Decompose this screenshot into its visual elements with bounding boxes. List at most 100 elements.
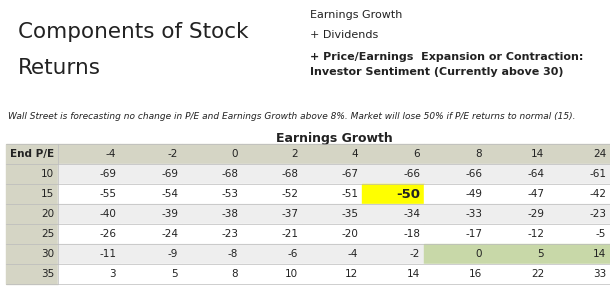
Text: -35: -35 <box>341 209 358 219</box>
Text: Earnings Growth: Earnings Growth <box>310 10 403 20</box>
Bar <box>242 184 302 204</box>
Bar <box>6 184 58 204</box>
Text: -66: -66 <box>403 169 420 179</box>
Text: + Dividends: + Dividends <box>310 30 378 40</box>
Bar <box>362 264 424 284</box>
Text: -37: -37 <box>281 209 298 219</box>
Text: 33: 33 <box>593 269 606 279</box>
Bar <box>362 164 424 184</box>
Bar <box>120 264 182 284</box>
Text: -55: -55 <box>99 189 116 199</box>
Bar <box>548 204 610 224</box>
Text: 3: 3 <box>109 269 116 279</box>
Bar <box>182 204 242 224</box>
Text: -24: -24 <box>161 229 178 239</box>
Bar <box>486 244 548 264</box>
Text: Components of Stock: Components of Stock <box>18 22 248 42</box>
Bar <box>120 164 182 184</box>
Bar <box>424 264 486 284</box>
Text: -17: -17 <box>465 229 482 239</box>
Text: -51: -51 <box>341 189 358 199</box>
Text: Investor Sentiment (Currently above 30): Investor Sentiment (Currently above 30) <box>310 67 564 77</box>
Bar <box>362 184 424 204</box>
Text: 0: 0 <box>232 149 238 159</box>
Bar <box>6 144 58 164</box>
Bar <box>120 244 182 264</box>
Text: 5: 5 <box>537 249 544 259</box>
Text: 30: 30 <box>41 249 54 259</box>
Text: -2: -2 <box>410 249 420 259</box>
Bar <box>242 224 302 244</box>
Text: -18: -18 <box>403 229 420 239</box>
Bar <box>182 244 242 264</box>
Bar <box>424 184 486 204</box>
Text: 16: 16 <box>468 269 482 279</box>
Text: -38: -38 <box>221 209 238 219</box>
Text: -11: -11 <box>99 249 116 259</box>
Bar <box>120 144 182 164</box>
Text: -34: -34 <box>403 209 420 219</box>
Text: -54: -54 <box>161 189 178 199</box>
Text: 22: 22 <box>531 269 544 279</box>
Text: End P/E: End P/E <box>10 149 54 159</box>
Bar <box>424 224 486 244</box>
Text: 14: 14 <box>531 149 544 159</box>
Text: -69: -69 <box>99 169 116 179</box>
Text: 20: 20 <box>41 209 54 219</box>
Text: 35: 35 <box>41 269 54 279</box>
Text: 14: 14 <box>407 269 420 279</box>
Bar <box>548 244 610 264</box>
Bar <box>242 144 302 164</box>
Text: -23: -23 <box>221 229 238 239</box>
Text: -9: -9 <box>168 249 178 259</box>
Text: 12: 12 <box>345 269 358 279</box>
Bar <box>120 204 182 224</box>
Text: -23: -23 <box>589 209 606 219</box>
Text: 10: 10 <box>41 169 54 179</box>
Bar <box>424 164 486 184</box>
Text: 24: 24 <box>593 149 606 159</box>
Text: 8: 8 <box>475 149 482 159</box>
Text: -47: -47 <box>527 189 544 199</box>
Bar <box>120 224 182 244</box>
Text: 14: 14 <box>593 249 606 259</box>
Text: 4: 4 <box>351 149 358 159</box>
Bar <box>58 144 120 164</box>
Bar <box>486 144 548 164</box>
Bar <box>182 184 242 204</box>
Text: -5: -5 <box>595 229 606 239</box>
Text: -40: -40 <box>99 209 116 219</box>
Text: -21: -21 <box>281 229 298 239</box>
Text: -39: -39 <box>161 209 178 219</box>
Text: -29: -29 <box>527 209 544 219</box>
Bar <box>548 164 610 184</box>
Text: -69: -69 <box>161 169 178 179</box>
Bar <box>58 244 120 264</box>
Bar <box>182 264 242 284</box>
Text: -4: -4 <box>348 249 358 259</box>
Bar <box>182 164 242 184</box>
Text: -42: -42 <box>589 189 606 199</box>
Bar <box>548 264 610 284</box>
Text: -68: -68 <box>281 169 298 179</box>
Text: -4: -4 <box>106 149 116 159</box>
Bar <box>182 144 242 164</box>
Bar <box>6 204 58 224</box>
Text: 2: 2 <box>292 149 298 159</box>
Bar <box>302 184 362 204</box>
Bar <box>302 264 362 284</box>
Bar <box>362 204 424 224</box>
Bar <box>302 204 362 224</box>
Bar <box>486 264 548 284</box>
Bar <box>486 164 548 184</box>
Bar <box>548 144 610 164</box>
Bar <box>486 184 548 204</box>
Bar <box>58 224 120 244</box>
Text: -33: -33 <box>465 209 482 219</box>
Text: 10: 10 <box>285 269 298 279</box>
Bar <box>120 184 182 204</box>
Bar <box>242 264 302 284</box>
Bar <box>486 204 548 224</box>
Text: -52: -52 <box>281 189 298 199</box>
Text: 5: 5 <box>171 269 178 279</box>
